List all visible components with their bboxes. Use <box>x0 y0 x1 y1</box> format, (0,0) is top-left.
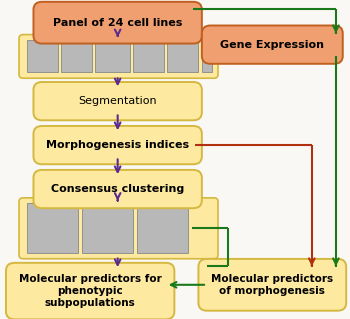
FancyBboxPatch shape <box>198 259 346 311</box>
Text: Panel of 24 cell lines: Panel of 24 cell lines <box>53 18 182 28</box>
Text: Morphogenesis indices: Morphogenesis indices <box>46 140 189 150</box>
FancyBboxPatch shape <box>133 40 164 72</box>
FancyBboxPatch shape <box>136 203 188 253</box>
FancyBboxPatch shape <box>34 170 202 208</box>
FancyBboxPatch shape <box>34 82 202 120</box>
FancyBboxPatch shape <box>61 40 92 72</box>
FancyBboxPatch shape <box>19 198 218 259</box>
Text: Consensus clustering: Consensus clustering <box>51 184 184 194</box>
Text: Gene Expression: Gene Expression <box>220 40 324 50</box>
FancyBboxPatch shape <box>168 40 198 72</box>
Text: Molecular predictors
of morphogenesis: Molecular predictors of morphogenesis <box>211 274 334 296</box>
FancyBboxPatch shape <box>19 34 218 78</box>
Text: Segmentation: Segmentation <box>78 96 157 106</box>
FancyBboxPatch shape <box>202 40 212 72</box>
FancyBboxPatch shape <box>27 40 57 72</box>
FancyBboxPatch shape <box>34 2 202 44</box>
FancyBboxPatch shape <box>82 203 133 253</box>
FancyBboxPatch shape <box>95 40 130 72</box>
FancyBboxPatch shape <box>27 203 78 253</box>
FancyBboxPatch shape <box>202 26 343 64</box>
Text: Molecular predictors for
phenotypic
subpopulations: Molecular predictors for phenotypic subp… <box>19 274 162 308</box>
FancyBboxPatch shape <box>34 126 202 164</box>
FancyBboxPatch shape <box>6 263 174 319</box>
